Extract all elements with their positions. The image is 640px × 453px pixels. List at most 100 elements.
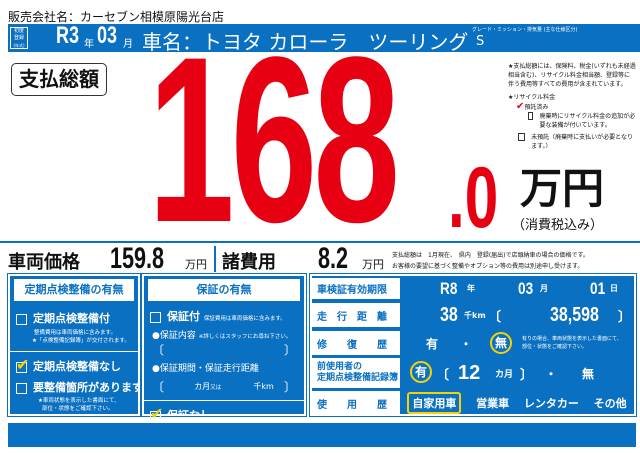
checkbox-icon — [150, 311, 161, 323]
checkbox-icon: ✔ — [150, 405, 163, 422]
repair-yes[interactable]: 有 — [426, 336, 439, 351]
notes: ★支払総額には、保険料、税金(いずれも未経過相当含む)、リサイクル料金相当額、登… — [508, 62, 636, 151]
shaken-month: 03 — [518, 278, 534, 298]
repair-dot: ・ — [460, 336, 473, 351]
repair-row: 修 復 歴 有 ・ 無 有りの場合、車両状態を表示した書面にて、 部位・状態をご… — [312, 331, 634, 355]
first-registration-box: 初度 登録 (年式) — [10, 27, 28, 49]
price-note-1: 支払総額は 1月現在、 県内 登録(届出)で店頭納車の場合の価格です。 — [392, 252, 589, 259]
checkbox-icon — [518, 133, 526, 141]
inspection-with[interactable]: 定期点検整備付 — [10, 304, 138, 326]
checkbox-icon — [16, 382, 27, 394]
usage-row: 使 用 歴 自家用車 営業車 レンタカー その他 — [312, 391, 634, 415]
total-decimal: .0 — [448, 150, 499, 246]
usage-option-private-selected[interactable]: 自家用車 — [407, 392, 462, 414]
mileage-exact: 38,598 — [550, 303, 599, 326]
total-unit: 万円 — [520, 164, 605, 213]
shaken-label: 車検証有効期限 — [312, 278, 400, 299]
total-label: 支払総額 — [11, 63, 107, 96]
inspection-with-note-1: 整備費用は車両価格に含みます。 — [34, 330, 116, 336]
shaken-row: 車検証有効期限 R8 年 03 月 01 日 — [312, 278, 634, 299]
record-months-unit: カ月 — [495, 369, 514, 380]
record-label: 前使用者の 定期点検整備記録簿 — [312, 358, 400, 388]
repair-note-2: 部位・状態をご確認下さい。 — [522, 344, 588, 350]
warranty-title: 保証の有無 — [148, 279, 300, 301]
shaken-day-unit: 日 — [610, 284, 618, 293]
reg-month-unit: 月 — [123, 39, 133, 50]
first-reg-label-1: 初度 — [13, 28, 24, 34]
inspection-with-label: 定期点検整備付 — [33, 312, 110, 325]
recycle-not-deposited[interactable]: 未預託（廃棄時に支払いが必要となります。） — [518, 133, 636, 151]
or-label: 又は — [210, 385, 222, 391]
record-label-2: 定期点検整備記録簿 — [317, 373, 399, 383]
warranty-period-field[interactable]: 〔カ月又は 千km 〕 — [152, 380, 296, 394]
km-unit: 千km — [253, 382, 274, 391]
inspection-without[interactable]: ✔ 定期点検整備なし — [10, 356, 138, 374]
shaken-year-unit: 年 — [467, 284, 475, 293]
usage-value: 自家用車 営業車 レンタカー その他 — [400, 391, 634, 415]
warranty-period-label: ●保証期間・保証走行距離 — [152, 364, 259, 374]
inspection-needs-note-1: ★車両状態を表示した書面にて、 — [38, 398, 120, 404]
inspection-needs[interactable]: 要整備箇所があります — [10, 374, 143, 395]
months-unit: カ月 — [194, 382, 211, 391]
header-bar: 初度 登録 (年式) R3 年 03 月 車名：トヨタ カローラ ツーリング グ… — [8, 22, 640, 54]
dealer-name: 販売会社名：カーセブン相模原陽光台店 — [8, 10, 225, 24]
record-no[interactable]: 無 — [582, 366, 595, 381]
mileage-label: 走 行 距 離 — [312, 303, 400, 327]
recycle-title: ★リサイクル料金 — [508, 94, 556, 101]
warranty-content-field[interactable]: 〔〕 — [152, 343, 296, 357]
total-tax-note: （消費税込み） — [512, 218, 604, 233]
shaken-value: R8 年 03 月 01 日 — [400, 278, 634, 299]
vehicle-price-value: 159.8 — [110, 242, 165, 275]
checkbox-icon: ✔ — [16, 356, 29, 373]
mileage-value: 38 千km 〔 38,598 〕 — [440, 303, 632, 326]
divider-line — [0, 241, 640, 243]
details-panel: 車検証有効期限 R8 年 03 月 01 日 走 行 距 離 38 千km 〔 38,59… — [309, 273, 637, 417]
car-name: 車名：トヨタ カローラ ツーリング — [142, 30, 469, 54]
checkbox-icon — [16, 313, 27, 325]
record-dot: ・ — [545, 366, 558, 381]
footer-bar — [8, 423, 636, 447]
shaken-day: 01 — [590, 278, 606, 298]
record-value: 有 〔 12 カ月 〕 ・ 無 — [400, 358, 634, 388]
reg-month: 03 — [97, 22, 118, 49]
price-divider — [214, 246, 216, 272]
grade-label: グレード・ミッション・排気量 (主な仕様区分) — [472, 27, 578, 33]
warranty-none[interactable]: ✔ 保証なし — [144, 405, 304, 423]
warranty-with[interactable]: 保証付 保証費用は車両価格に含みます。 — [144, 304, 304, 324]
usage-option-other[interactable]: その他 — [593, 397, 627, 410]
fees-unit: 万円 — [362, 258, 384, 271]
first-reg-label-2: 登録 — [13, 35, 24, 41]
extra-label: 廃棄時にリサイクル料金の追加が必要な装備が付いています。 — [539, 113, 636, 129]
usage-option-commercial[interactable]: 営業車 — [476, 397, 510, 410]
mileage-k-unit: 千km — [464, 310, 486, 320]
shaken-month-unit: 月 — [540, 284, 548, 293]
inspection-with-note-2: ★「点検整備記録簿」が交付されます。 — [32, 338, 130, 344]
warranty-with-note: 保証費用は車両価格に含みます。 — [203, 316, 286, 322]
inspection-without-label: 定期点検整備なし — [33, 360, 121, 373]
checkbox-icon — [528, 112, 534, 120]
check-icon: ✔ — [16, 354, 30, 374]
repair-note-1: 有りの場合、車両状態を表示した書面にて、 — [522, 336, 622, 342]
record-yes-selected[interactable]: 有 — [410, 361, 432, 383]
vehicle-price-label: 車両価格 — [8, 252, 80, 273]
registration-date: R3 年 03 月 — [56, 22, 133, 52]
warranty-with-label: 保証付 — [167, 310, 200, 323]
total-note: ★支払総額には、保険料、税金(いずれも未経過相当含む)、リサイクル料金相当額、登… — [508, 63, 636, 88]
fees-label: 諸費用 — [222, 252, 276, 273]
repair-no-selected[interactable]: 無 — [490, 332, 512, 354]
separator — [144, 400, 304, 401]
total-integer: 168 — [148, 8, 400, 272]
shaken-year: R8 — [440, 278, 458, 298]
recycle-deposited[interactable]: ✔預託済み — [516, 102, 636, 112]
check-icon: ✔ — [516, 101, 525, 112]
check-icon: ✔ — [150, 403, 164, 423]
price-breakdown: 車両価格 159.8 万円 諸費用 8.2 万円 支払総額は 1月現在、 県内 … — [0, 242, 640, 275]
vehicle-price-unit: 万円 — [185, 258, 207, 271]
mileage-row: 走 行 距 離 38 千km 〔 38,598 〕 — [312, 303, 634, 327]
usage-option-rental[interactable]: レンタカー — [523, 397, 579, 410]
first-reg-label-3: (年式) — [13, 43, 25, 48]
deposited-label: 預託済み — [524, 104, 549, 111]
recycle-extra[interactable]: 廃棄時にリサイクル料金の追加が必要な装備が付いています。 — [528, 112, 636, 130]
inspection-needs-label: 要整備箇所があります — [33, 381, 143, 394]
warranty-panel: 保証の有無 保証付 保証費用は車両価格に含みます。 ●保証内容 ※詳しくはスタッ… — [141, 273, 307, 422]
